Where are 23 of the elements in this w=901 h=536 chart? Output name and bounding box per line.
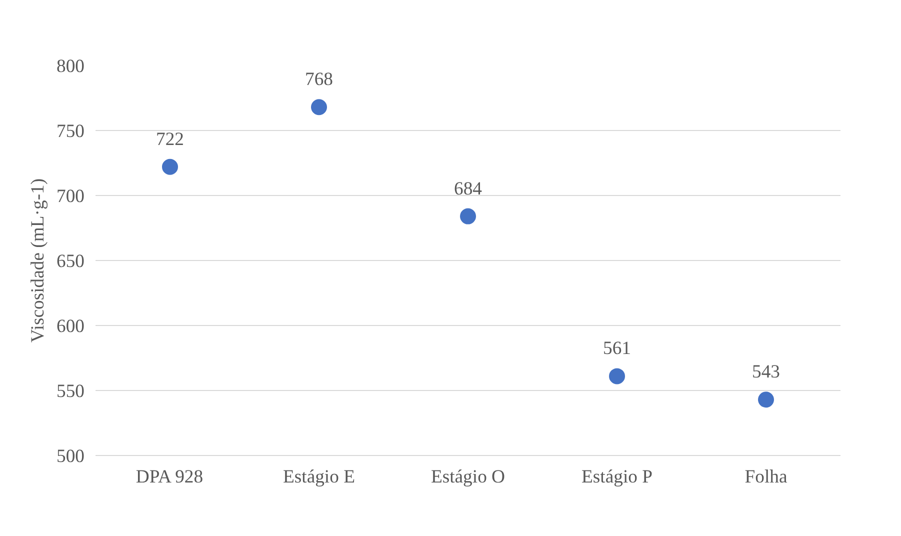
point: [758, 392, 774, 408]
data-label: 543: [752, 362, 780, 383]
y-tick-label: 650: [56, 251, 84, 272]
data-label: 684: [454, 178, 483, 200]
data-label: 768: [305, 69, 333, 90]
point: [311, 99, 327, 116]
y-tick-label: 600: [56, 316, 84, 337]
y-tick-label: 500: [56, 446, 84, 467]
y-tick-label: 550: [56, 381, 84, 402]
x-tick-label: DPA 928: [136, 466, 204, 488]
point: [460, 208, 476, 224]
x-tick-label: Folha: [744, 466, 788, 488]
point: [609, 368, 625, 384]
y-axis-title: Viscosidade (mL·g-1): [28, 178, 49, 343]
y-tick-label: 700: [56, 186, 84, 207]
x-tick-label: Estágio O: [430, 466, 506, 488]
data-label: 722: [156, 128, 184, 150]
x-tick-label: Estágio E: [282, 466, 356, 488]
y-tick-label: 750: [56, 121, 84, 142]
y-tick-label: 800: [56, 56, 84, 77]
data-label: 561: [603, 338, 631, 360]
x-tick-label: Estágio P: [582, 466, 652, 488]
point: [162, 158, 178, 175]
